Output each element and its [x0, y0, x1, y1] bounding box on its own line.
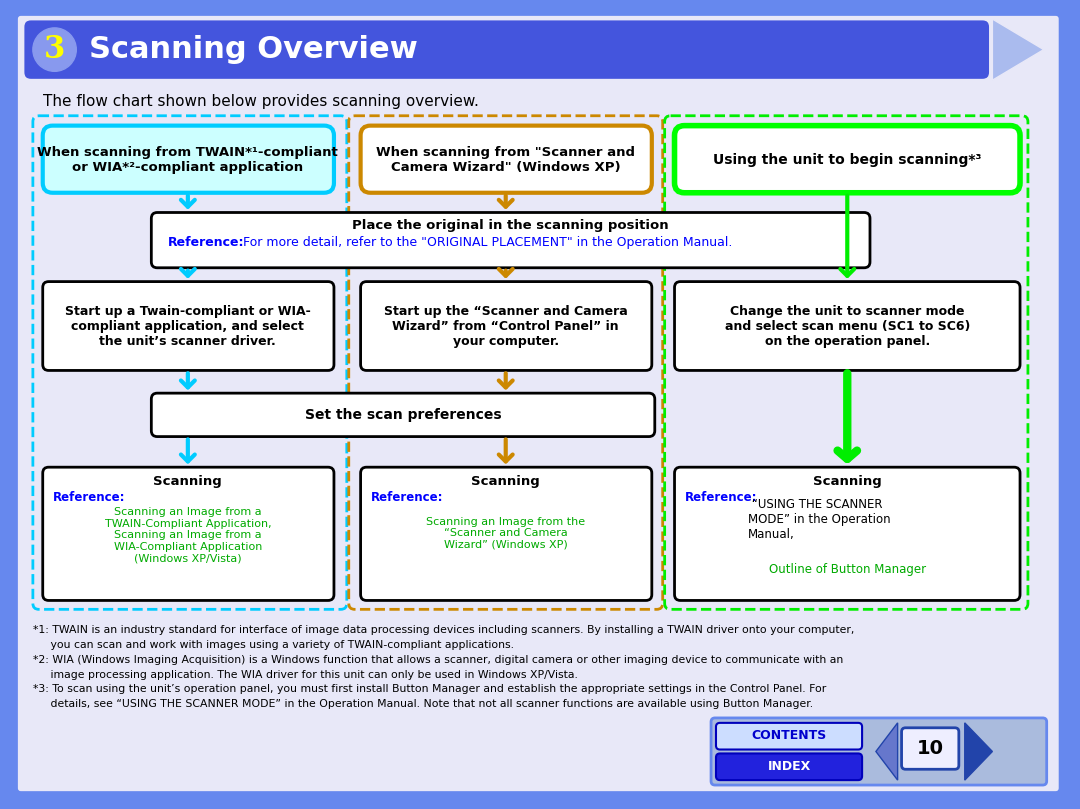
Text: Set the scan preferences: Set the scan preferences [305, 408, 501, 421]
FancyBboxPatch shape [716, 753, 862, 780]
Text: Reference:: Reference: [168, 235, 244, 248]
Text: you can scan and work with images using a variety of TWAIN-compliant application: you can scan and work with images using … [32, 640, 514, 650]
FancyBboxPatch shape [43, 282, 334, 371]
FancyBboxPatch shape [361, 125, 652, 193]
Text: “USING THE SCANNER
MODE” in the Operation
Manual,: “USING THE SCANNER MODE” in the Operatio… [747, 498, 890, 540]
Text: Scanning an Image from a
TWAIN-Compliant Application,
Scanning an Image from a
W: Scanning an Image from a TWAIN-Compliant… [105, 507, 271, 564]
FancyBboxPatch shape [361, 467, 652, 600]
Text: Scanning an Image from the
“Scanner and Camera
Wizard” (Windows XP): Scanning an Image from the “Scanner and … [427, 517, 585, 550]
Text: Reference:: Reference: [685, 491, 757, 504]
Text: *2: WIA (Windows Imaging Acquisition) is a Windows function that allows a scanne: *2: WIA (Windows Imaging Acquisition) is… [32, 654, 843, 665]
Text: Scanning Overview: Scanning Overview [90, 35, 418, 64]
FancyBboxPatch shape [361, 282, 652, 371]
FancyBboxPatch shape [675, 282, 1020, 371]
Text: CONTENTS: CONTENTS [752, 729, 826, 742]
Text: Place the original in the scanning position: Place the original in the scanning posit… [352, 218, 669, 232]
FancyBboxPatch shape [43, 467, 334, 600]
Polygon shape [876, 723, 897, 780]
Text: 3: 3 [44, 34, 65, 65]
Text: Reference:: Reference: [370, 491, 443, 504]
Text: Change the unit to scanner mode
and select scan menu (SC1 to SC6)
on the operati: Change the unit to scanner mode and sele… [725, 304, 970, 348]
Text: Using the unit to begin scanning*³: Using the unit to begin scanning*³ [713, 153, 982, 167]
Polygon shape [993, 19, 1043, 80]
Text: details, see “USING THE SCANNER MODE” in the Operation Manual. Note that not all: details, see “USING THE SCANNER MODE” in… [32, 699, 813, 709]
FancyBboxPatch shape [43, 125, 334, 193]
Text: 10: 10 [917, 739, 944, 758]
Text: *1: TWAIN is an industry standard for interface of image data processing devices: *1: TWAIN is an industry standard for in… [32, 625, 854, 635]
Text: *3: To scan using the unit’s operation panel, you must first install Button Mana: *3: To scan using the unit’s operation p… [32, 684, 826, 694]
Text: Reference:: Reference: [53, 491, 125, 504]
Text: When scanning from TWAIN*¹-compliant
or WIA*²-compliant application: When scanning from TWAIN*¹-compliant or … [38, 146, 338, 174]
Text: The flow chart shown below provides scanning overview.: The flow chart shown below provides scan… [43, 95, 478, 109]
Text: Scanning: Scanning [471, 476, 540, 489]
FancyBboxPatch shape [902, 728, 959, 769]
Text: Start up the “Scanner and Camera
Wizard” from “Control Panel” in
your computer.: Start up the “Scanner and Camera Wizard”… [383, 304, 627, 348]
FancyBboxPatch shape [15, 13, 1062, 794]
Text: Start up a Twain-compliant or WIA-
compliant application, and select
the unit’s : Start up a Twain-compliant or WIA- compl… [65, 304, 311, 348]
FancyBboxPatch shape [151, 393, 654, 437]
FancyBboxPatch shape [716, 723, 862, 749]
FancyBboxPatch shape [151, 213, 870, 268]
Text: For more detail, refer to the "ORIGINAL PLACEMENT" in the Operation Manual.: For more detail, refer to the "ORIGINAL … [239, 235, 732, 248]
Text: When scanning from "Scanner and
Camera Wizard" (Windows XP): When scanning from "Scanner and Camera W… [376, 146, 635, 174]
FancyBboxPatch shape [23, 19, 990, 80]
FancyBboxPatch shape [675, 467, 1020, 600]
Circle shape [32, 28, 77, 71]
FancyBboxPatch shape [675, 125, 1020, 193]
Text: Scanning: Scanning [153, 476, 222, 489]
Text: Outline of Button Manager: Outline of Button Manager [769, 563, 926, 576]
Polygon shape [964, 723, 993, 780]
Text: INDEX: INDEX [768, 760, 811, 773]
Text: Scanning: Scanning [813, 476, 881, 489]
Text: image processing application. The WIA driver for this unit can only be used in W: image processing application. The WIA dr… [32, 670, 578, 680]
FancyBboxPatch shape [711, 718, 1047, 785]
